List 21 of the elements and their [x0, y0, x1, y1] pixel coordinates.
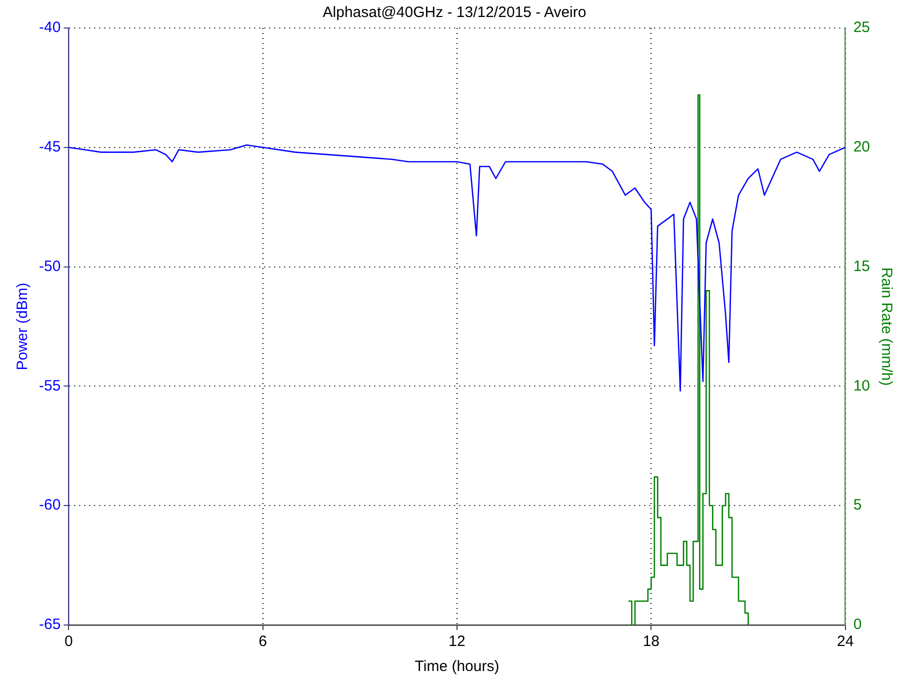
y2-tick-label: 5 — [853, 496, 862, 514]
y2-tick-label: 0 — [853, 616, 862, 634]
x-axis-title: Time (hours) — [414, 658, 500, 676]
y2-tick-label: 10 — [853, 377, 870, 394]
y-tick-label: -45 — [38, 138, 61, 156]
x-tick-label: 6 — [258, 633, 268, 650]
y2-tick-label: 15 — [853, 258, 870, 275]
y2-axis-title: Rain Rate (mm/h) — [878, 267, 895, 386]
y-tick-label: -55 — [38, 377, 61, 394]
y-tick-label: -60 — [38, 496, 61, 514]
y2-tick-label: 20 — [853, 138, 870, 156]
y-tick-label: -50 — [38, 258, 61, 275]
y2-tick-label: 25 — [853, 19, 870, 36]
x-tick-label: 12 — [448, 633, 466, 650]
y-tick-label: -40 — [38, 19, 61, 36]
chart-title: Alphasat@40GHz - 13/12/2015 - Aveiro — [322, 4, 586, 22]
x-tick-label: 18 — [642, 633, 660, 650]
x-tick-label: 24 — [836, 633, 854, 650]
x-tick-label: 0 — [64, 633, 73, 650]
y-tick-label: -65 — [38, 616, 61, 634]
y-axis-title: Power (dBm) — [14, 282, 32, 370]
